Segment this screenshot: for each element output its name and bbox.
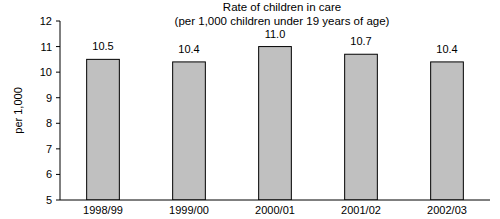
bar	[87, 59, 120, 200]
x-tick-label: 1999/00	[169, 204, 209, 216]
x-tick-label: 1998/99	[83, 204, 123, 216]
y-tick	[56, 148, 60, 149]
y-tick	[56, 200, 60, 201]
y-axis	[60, 21, 61, 200]
y-tick-label: 7	[46, 143, 52, 155]
data-label: 10.4	[178, 43, 199, 55]
y-tick-label: 5	[46, 194, 52, 206]
y-tick-label: 6	[46, 168, 52, 180]
x-tick-label: 2000/01	[255, 204, 295, 216]
y-tick-label: 10	[40, 66, 52, 78]
y-axis-label: per 1,000	[12, 87, 24, 133]
y-tick-label: 11	[41, 41, 52, 53]
y-tick	[56, 21, 60, 22]
bar	[431, 62, 464, 200]
y-tick-label: 12	[40, 15, 52, 27]
y-tick	[56, 72, 60, 73]
data-label: 10.7	[350, 35, 371, 47]
x-axis	[60, 200, 490, 201]
bars	[87, 47, 464, 200]
y-tick-label: 8	[46, 117, 52, 129]
x-tick-label: 2002/03	[427, 204, 467, 216]
data-label: 10.5	[92, 40, 113, 52]
y-tick-label: 9	[46, 92, 52, 104]
bar	[173, 62, 206, 200]
bar	[345, 54, 378, 200]
y-tick	[56, 46, 60, 47]
x-tick-label: 2001/02	[341, 204, 381, 216]
bar	[259, 47, 292, 200]
y-tick	[56, 97, 60, 98]
y-tick	[56, 123, 60, 124]
subtitle: (per 1,000 children under 19 years of ag…	[175, 15, 390, 27]
title: Rate of children in care	[223, 1, 341, 13]
data-label: 11.0	[265, 28, 286, 40]
chart: Rate of children in care (per 1,000 child…	[0, 0, 500, 219]
data-label: 10.4	[436, 43, 457, 55]
y-tick	[56, 174, 60, 175]
